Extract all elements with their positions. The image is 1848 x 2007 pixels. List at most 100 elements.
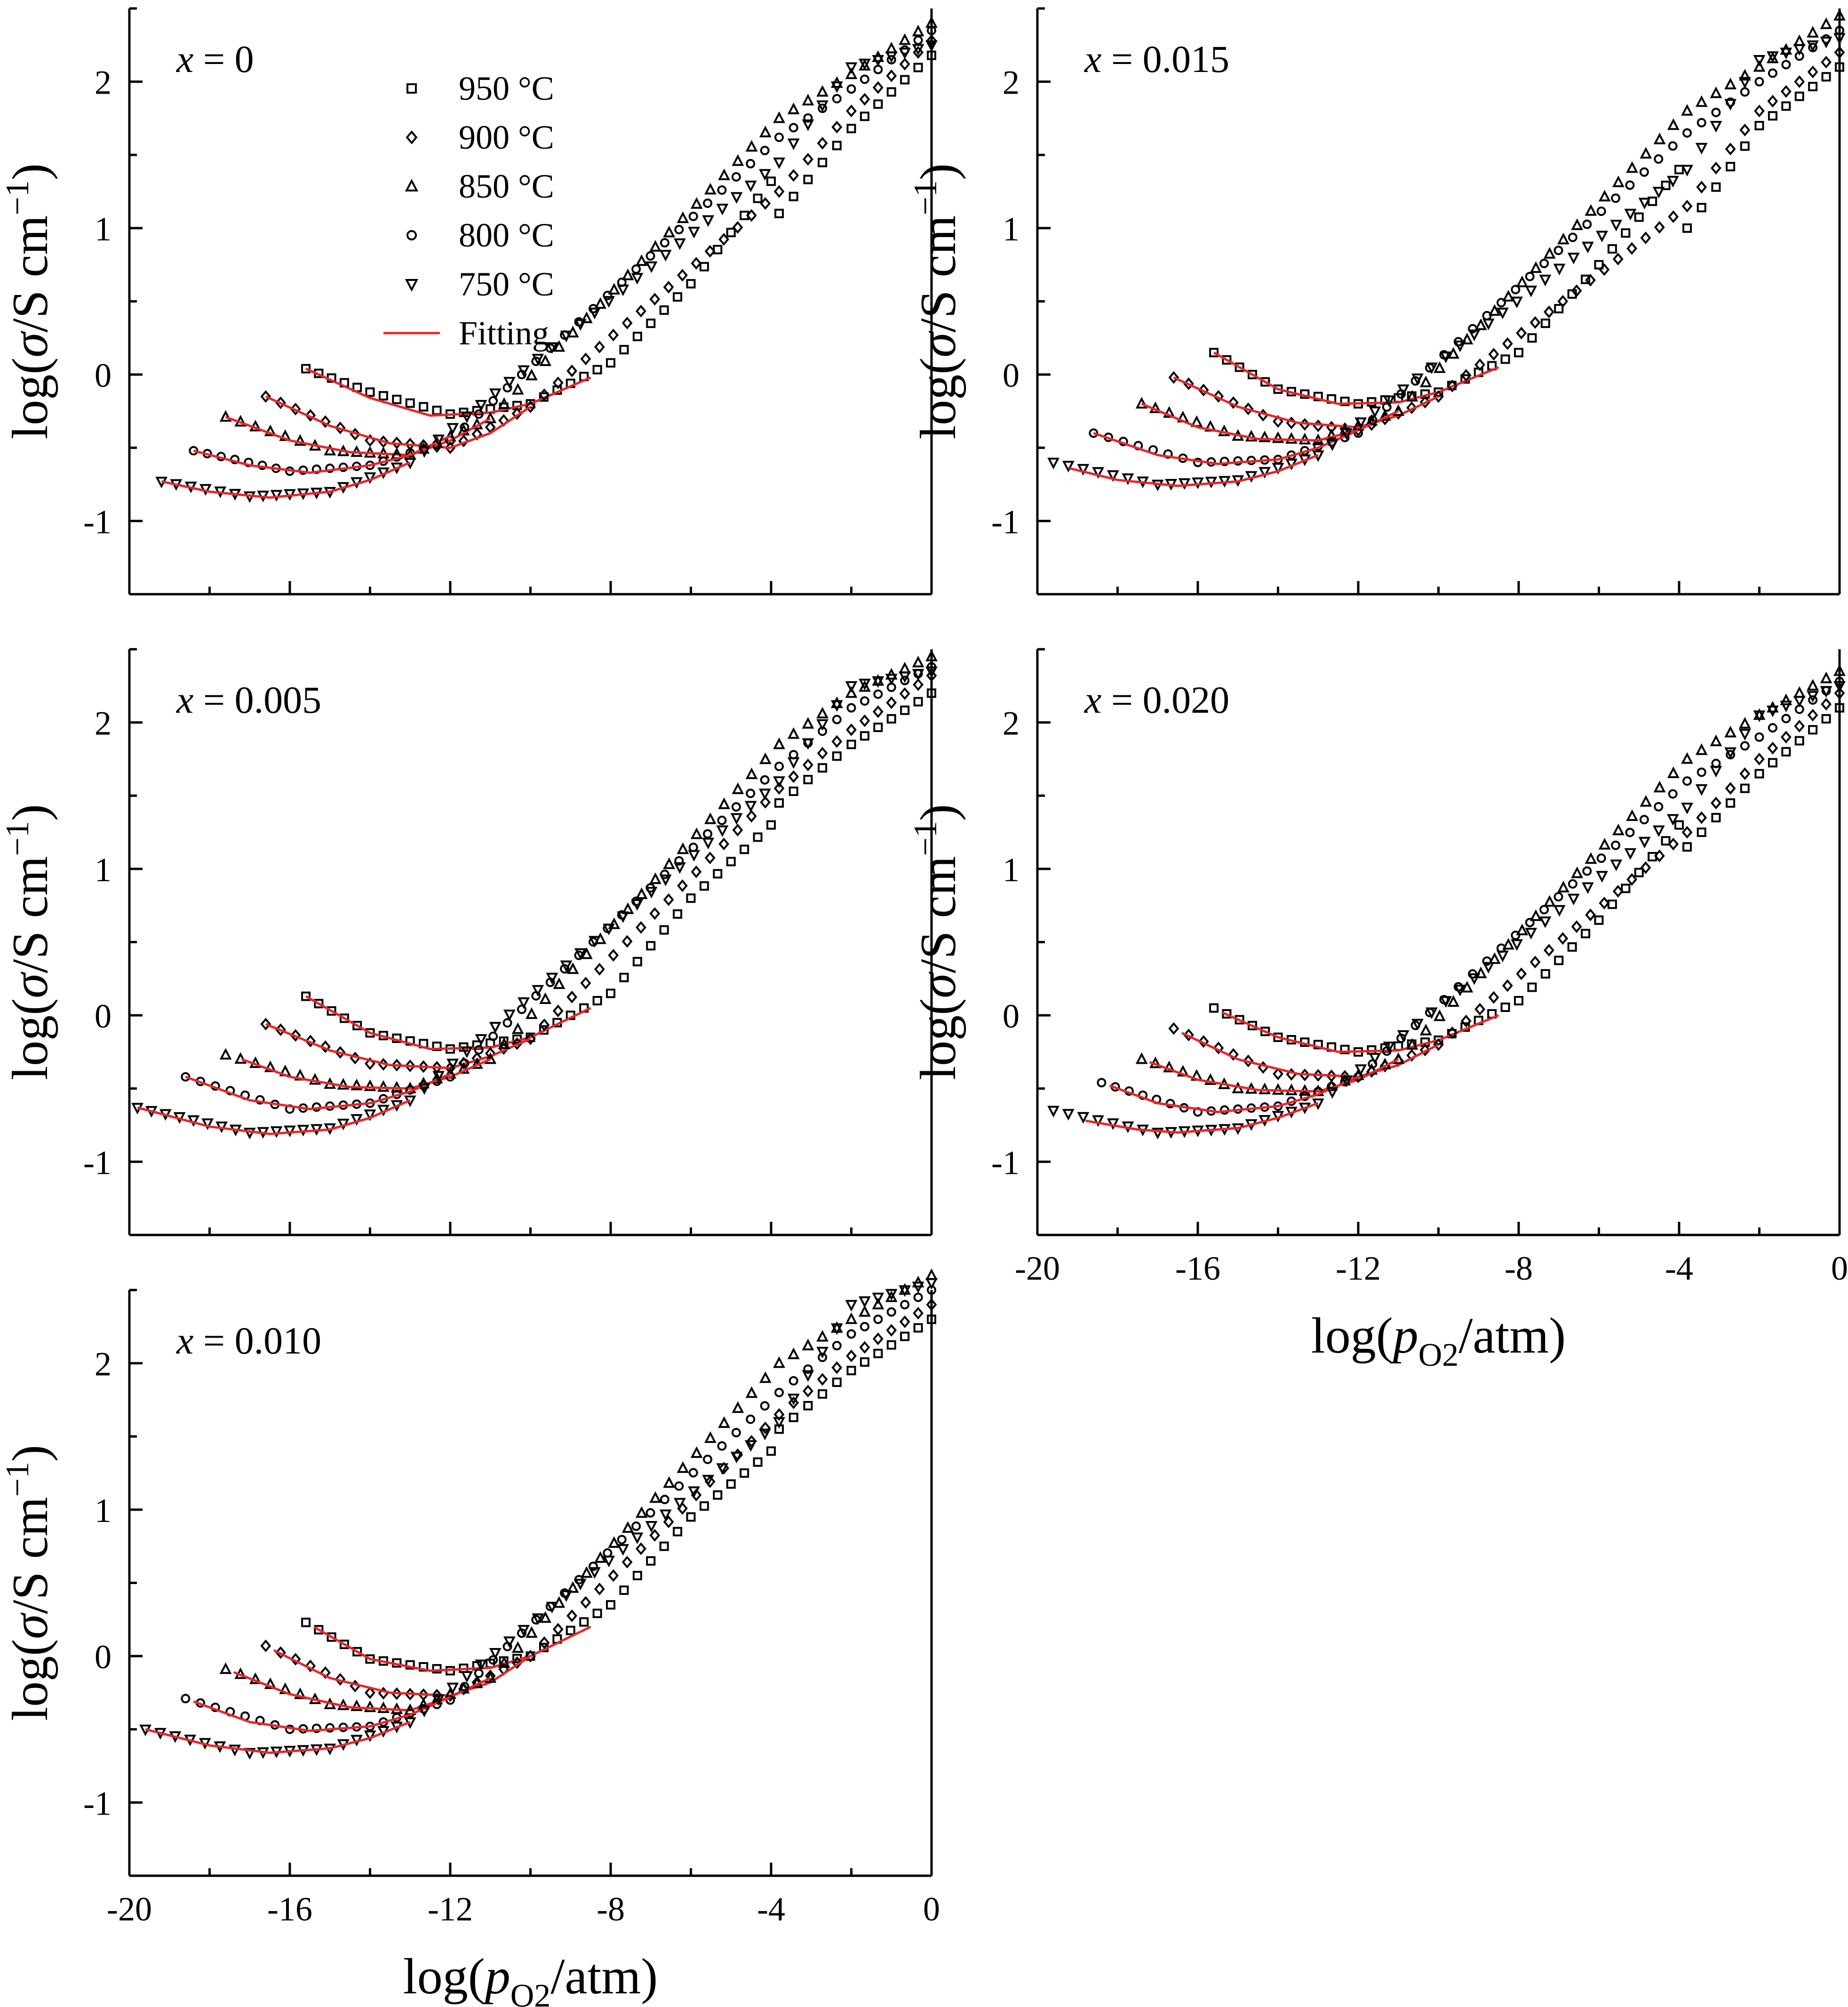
legend-entry: 750 °C [405,265,554,303]
data-point-triangle-down [518,365,530,377]
data-point-square [713,869,723,879]
data-point-square [803,775,813,785]
data-point-triangle-down [1468,973,1481,985]
data-point-circle [1368,415,1378,425]
data-point-diamond [691,257,702,270]
data-point-diamond [1807,65,1818,79]
fit-line [1181,1032,1439,1078]
data-point-triangle-down [1610,220,1623,231]
y-tick-label: 0 [1003,357,1020,394]
data-point-triangle-down [418,446,430,458]
data-point-triangle-up [294,434,306,446]
panel-label: x = 0.020 [1084,678,1229,721]
data-point-circle [1097,1078,1107,1088]
data-point-square [726,857,736,867]
data-point-triangle-up [885,41,898,54]
series-group [219,1268,938,1715]
data-point-triangle-down [1426,1007,1438,1019]
data-point-diamond [552,1004,564,1018]
data-point-triangle-up [1820,17,1832,29]
panel-label: x = 0 [176,38,254,80]
data-point-triangle-down [446,1059,459,1071]
data-point-triangle-down [489,1648,502,1660]
data-point-circle [703,829,713,839]
data-point-triangle-down [1793,695,1806,708]
data-point-triangle-down [1724,747,1737,759]
data-point-triangle-down [885,674,898,685]
series-group [1209,62,1844,409]
data-point-triangle-up [1681,104,1693,116]
data-point-square [726,228,736,238]
data-point-circle [717,1441,727,1451]
data-point-square [913,697,923,707]
data-point-diamond [635,304,646,318]
data-point-diamond [691,865,702,878]
data-point-square [832,1378,842,1387]
data-point-square [886,1340,896,1350]
data-point-circle [460,422,470,432]
data-point-triangle-up [309,1073,321,1085]
data-point-triangle-down [1525,928,1537,940]
data-point-circle [1089,428,1099,438]
data-point-triangle-down [1710,121,1722,133]
data-point-diamond [760,796,771,809]
data-point-triangle-up [1529,909,1542,921]
data-point-circle [1639,815,1649,825]
data-point-triangle-down [446,1682,459,1695]
data-point-triangle-down [773,1417,785,1429]
data-point-triangle-down [589,307,601,319]
data-point-square [1661,836,1671,846]
data-point-square [913,1323,923,1333]
data-point-diamond [260,390,271,403]
data-point-triangle-up [511,1022,524,1034]
data-point-circle [1740,741,1750,751]
data-point-triangle-down [758,169,771,181]
data-point-triangle-up [1710,86,1722,98]
data-point-triangle-up [1626,161,1639,173]
data-point-triangle-down [1047,457,1059,470]
series-group [1047,33,1846,492]
data-point-square [1340,397,1350,406]
data-point-triangle-down [560,960,573,972]
data-point-square [1697,828,1706,837]
data-point-triangle-up [802,94,814,106]
data-point-square [1634,868,1644,877]
data-point-triangle-up [1135,397,1148,409]
data-point-diamond [1807,709,1818,722]
data-point-square [1697,203,1706,213]
data-point-triangle-down [1724,99,1737,111]
data-point-diamond [320,1666,331,1679]
data-point-circle [803,113,813,123]
series-group [260,34,937,454]
data-point-triangle-down [1553,905,1566,917]
legend-entry: 950 °C [406,70,554,107]
data-point-diamond [1711,161,1721,175]
data-point-diamond [1626,242,1638,255]
y-tick-label: 0 [95,1638,112,1676]
data-point-triangle-down [1610,860,1623,871]
data-point-triangle-up [1724,78,1737,89]
data-point-circle [1682,128,1692,138]
data-point-square [1554,304,1564,314]
data-point-diamond [1767,95,1778,108]
data-point-triangle-down [659,250,672,262]
data-point-square [314,999,324,1009]
data-point-triangle-down [518,997,530,1009]
data-point-circle [703,198,713,208]
data-point-circle [1781,60,1791,70]
data-point-triangle-up [219,410,232,422]
y-axis-title: log(σ/S cm−1) [0,804,58,1080]
data-point-triangle-up [1585,852,1597,864]
data-point-diamond [760,197,771,210]
data-point-triangle-down [1047,1106,1059,1118]
data-point-triangle-down [461,1046,473,1058]
data-point-square [713,245,723,255]
data-point-diamond [704,852,716,865]
data-point-triangle-down [1833,33,1846,45]
series-group [155,40,938,503]
data-point-diamond [485,1669,496,1682]
data-point-triangle-down [830,700,843,712]
data-point-diamond [886,696,897,709]
data-point-triangle-down [603,1555,615,1568]
data-point-triangle-up [1259,430,1271,442]
